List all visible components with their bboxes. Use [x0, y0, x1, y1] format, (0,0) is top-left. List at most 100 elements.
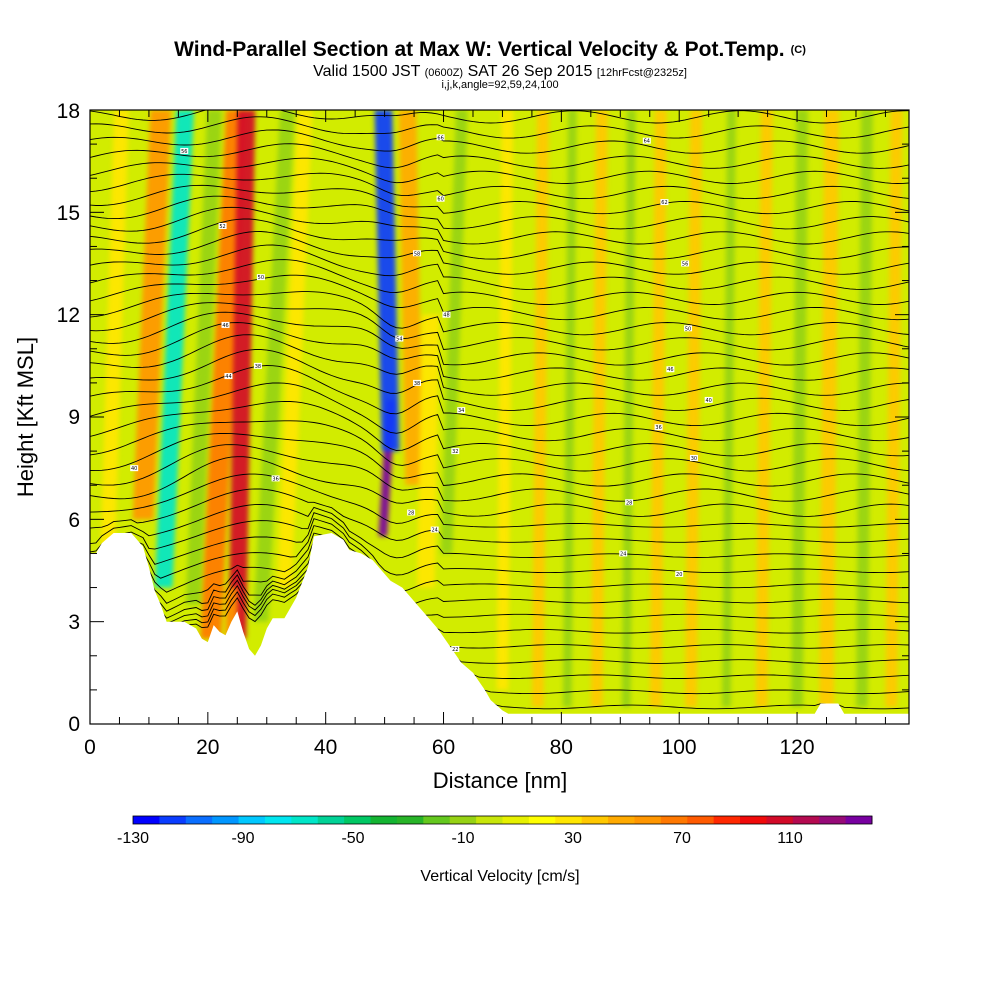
plot-area: 56 52 50 46 44 38 40 36 66 60 58 48 54 38 34 32 28 24 22 64…	[90, 110, 909, 724]
x-tick-label: 40	[314, 736, 337, 759]
theta-contour-line	[90, 561, 909, 695]
colorbar-swatch	[740, 816, 767, 824]
contour-label: 32	[452, 449, 458, 455]
contour-label: 44	[225, 374, 231, 380]
theta-contour-line	[90, 488, 909, 543]
theta-contour-line	[90, 565, 909, 710]
colorbar-swatch	[660, 816, 688, 824]
contour-label-bg	[180, 147, 189, 154]
velocity-band	[791, 110, 809, 707]
y-tick-label: 12	[57, 304, 80, 327]
contour-label-bg	[704, 396, 713, 403]
theta-contour-line	[90, 206, 909, 245]
y-tick-label: 9	[68, 406, 80, 429]
colorbar-swatch	[581, 816, 609, 824]
colorbar-swatch	[264, 816, 292, 824]
contour-label: 28	[408, 511, 414, 517]
subtitle-date: SAT 26 Sep 2015	[468, 63, 593, 80]
contour-label: 40	[131, 466, 137, 472]
contour-label: 22	[452, 647, 458, 653]
colorbar-swatch	[766, 816, 794, 824]
colorbar-swatch	[449, 816, 477, 824]
colorbar-tick-labels: -130 -90 -50 -10 30 70 110	[117, 830, 803, 847]
chart-subtitle-indices: i,j,k,angle=92,59,24,100	[441, 79, 558, 91]
colorbar-swatch	[845, 816, 873, 824]
contour-label: 28	[626, 500, 632, 506]
x-tick-label: 120	[779, 736, 814, 759]
x-tick-label: 20	[196, 736, 219, 759]
velocity-band	[277, 110, 313, 588]
colorbar-swatch	[528, 816, 556, 824]
colorbar-swatch	[502, 816, 530, 824]
contour-label-bg	[642, 137, 651, 144]
contour-label-bg	[451, 448, 460, 455]
contour-label: 40	[705, 398, 711, 404]
contour-label-bg	[625, 499, 634, 506]
contour-label: 38	[255, 364, 261, 370]
theta-contour-line	[90, 110, 909, 124]
contour-label: 62	[661, 200, 667, 206]
x-tick-label: 100	[662, 736, 697, 759]
theta-contour-line	[90, 274, 909, 321]
contour-label: 58	[414, 251, 420, 257]
contour-label-bg	[451, 645, 460, 652]
theta-contour-line	[90, 420, 909, 472]
x-tick-label: 60	[432, 736, 455, 759]
contour-label-bg	[666, 366, 675, 373]
colorbar-swatch	[291, 816, 319, 824]
contour-label: 50	[685, 326, 691, 332]
y-tick-label: 3	[68, 611, 80, 634]
contour-label: 52	[219, 224, 225, 230]
chart-title-mark: (C)	[791, 44, 807, 56]
contour-label: 64	[644, 139, 650, 145]
theta-contour-line	[90, 231, 909, 275]
contour-label-bg	[130, 465, 139, 472]
velocity-band	[100, 110, 129, 554]
velocity-band	[755, 110, 773, 707]
contour-label: 56	[682, 262, 688, 268]
x-tick-labels: 0 20 40 60 80 100 120	[84, 736, 814, 759]
y-tick-labels: 0 3 6 9 12 15 18	[57, 100, 80, 736]
contour-label-bg	[675, 570, 684, 577]
theta-contour-line	[90, 512, 909, 576]
axis-ticks	[89, 109, 909, 725]
colorbar-swatch	[212, 816, 240, 824]
theta-contour-line	[90, 504, 909, 559]
contour-label: 56	[181, 149, 187, 155]
colorbar-swatch	[476, 816, 503, 824]
terrain-mask	[90, 533, 909, 724]
contour-label-bg	[619, 550, 628, 557]
colorbar-swatch	[159, 816, 187, 824]
velocity-band	[562, 110, 577, 707]
colorbar-swatch	[185, 816, 213, 824]
colorbar-swatch	[713, 816, 741, 824]
theta-contour-line	[90, 302, 909, 351]
contour-label-bg	[218, 222, 227, 229]
contour-label: 36	[272, 476, 278, 482]
theta-contour-line	[90, 157, 909, 184]
colorbar-swatch	[423, 816, 451, 824]
theta-contour-line	[90, 473, 909, 528]
contour-label-bg	[689, 454, 698, 461]
colorbar-swatch	[396, 816, 424, 824]
colorbar	[132, 815, 873, 825]
contour-label: 60	[437, 197, 443, 203]
colorbar-frame	[132, 815, 873, 825]
contour-label-bg	[681, 260, 690, 267]
potential-temperature-contours	[90, 110, 909, 710]
x-tick-label: 0	[84, 736, 96, 759]
colorbar-tick-label: -90	[231, 830, 254, 847]
chart-subtitle: Valid 1500 JST (0600Z) SAT 26 Sep 2015 […	[313, 63, 687, 80]
theta-contour-line	[90, 557, 909, 679]
contour-label-bg	[221, 321, 230, 328]
contour-label-bg	[684, 325, 693, 332]
colorbar-tick-label: -10	[451, 830, 474, 847]
theta-contour-line	[90, 143, 909, 169]
colorbar-swatch	[608, 816, 635, 824]
theta-contour-line	[90, 456, 909, 517]
velocity-band	[200, 110, 247, 639]
contour-label-bg	[253, 362, 262, 369]
contour-label: 46	[667, 367, 673, 373]
theta-contour-line	[90, 334, 909, 396]
